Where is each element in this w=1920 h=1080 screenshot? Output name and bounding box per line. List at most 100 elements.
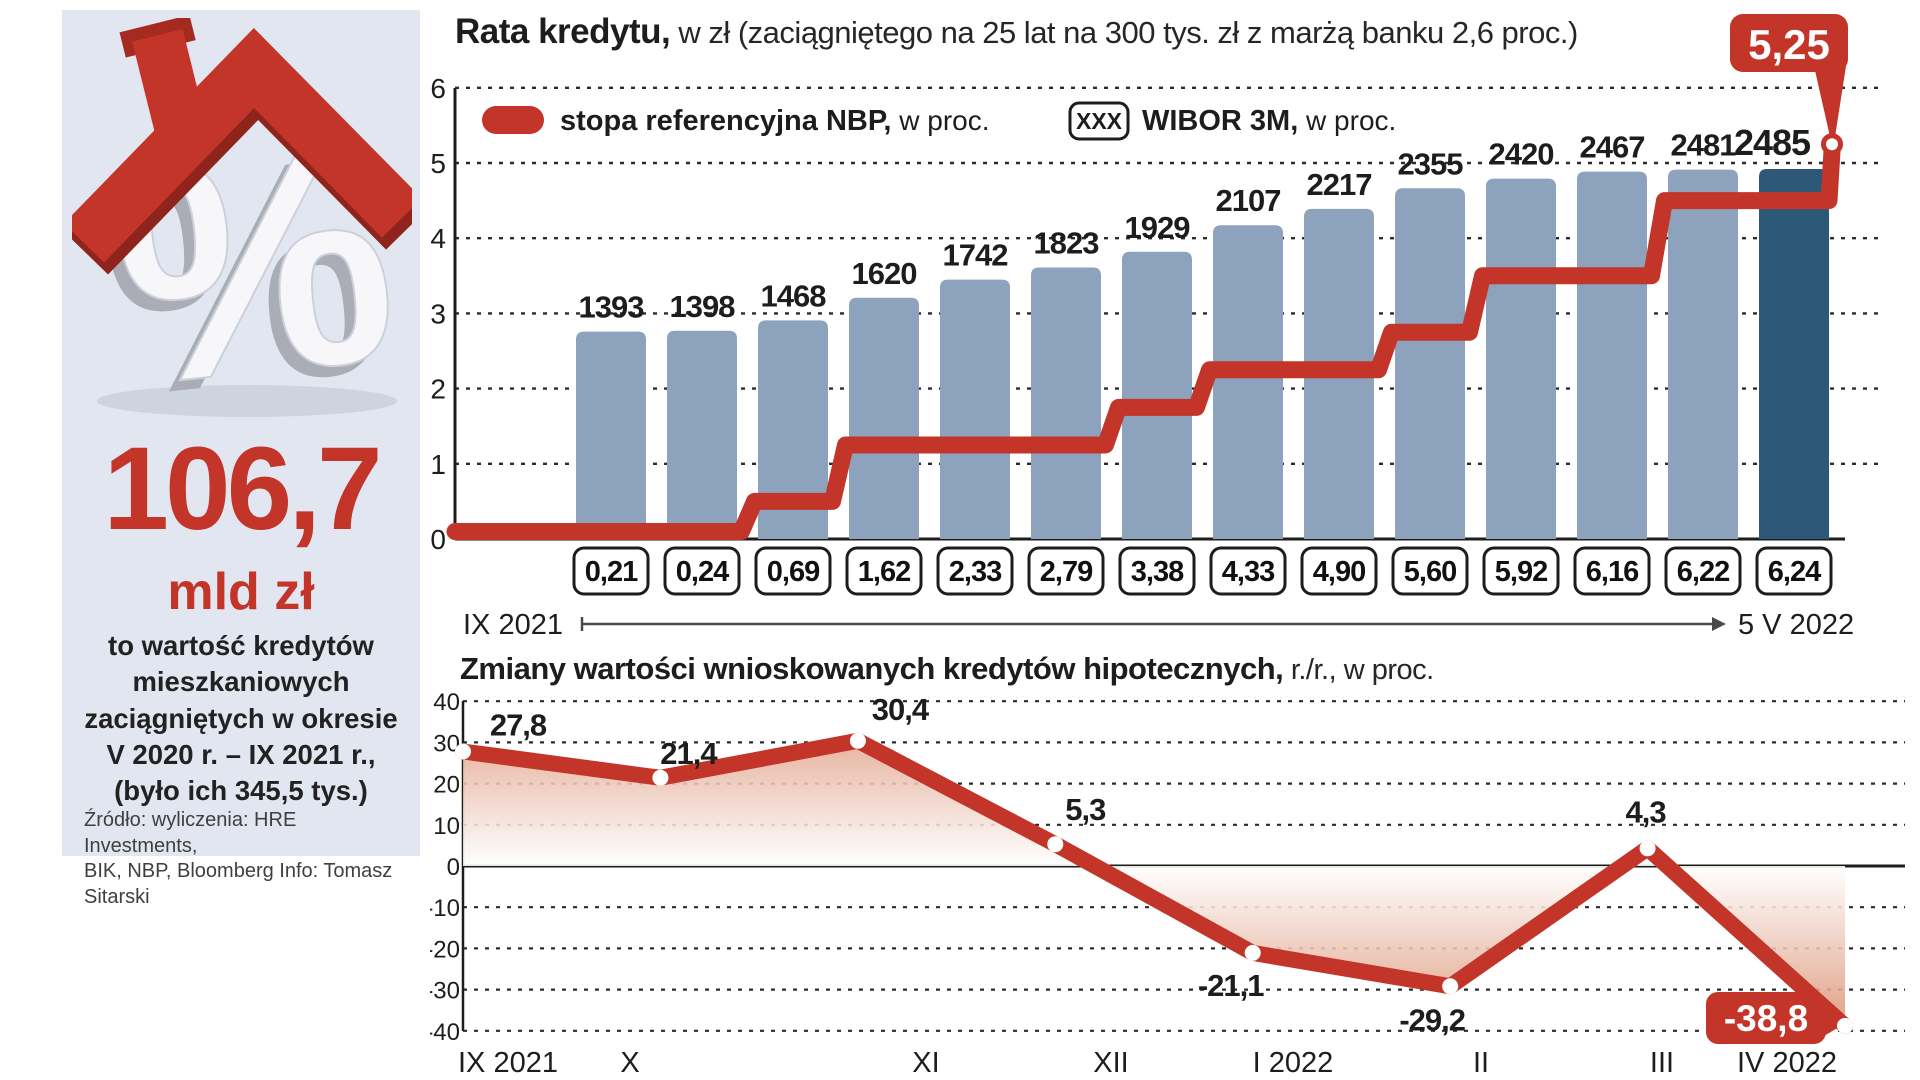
bar-value-label: 1620 xyxy=(852,256,917,291)
bar-value-label: 2107 xyxy=(1216,183,1281,218)
wibor-box-label: 3,38 xyxy=(1131,556,1184,588)
range-arrow-head-icon xyxy=(1712,617,1726,631)
bar-value-label: 1468 xyxy=(761,278,827,313)
y-tick-label: 6 xyxy=(430,73,446,104)
top-chart-title: Rata kredytu, w zł (zaciągniętego na 25 … xyxy=(455,12,1855,52)
point-value-label: 21,4 xyxy=(660,736,718,771)
legend-wibor-label-bold: WIBOR 3M, xyxy=(1142,105,1298,137)
point-marker xyxy=(1047,836,1064,853)
nbp-step-line xyxy=(446,142,1841,540)
point-value-label: 5,3 xyxy=(1065,792,1106,827)
wibor-box xyxy=(1573,546,1651,596)
rate-badge xyxy=(1730,14,1848,72)
x-axis-label: XI xyxy=(912,1047,939,1079)
wibor-box xyxy=(1209,546,1287,596)
y-tick-label: -10 xyxy=(430,895,460,922)
wibor-box-label: 6,24 xyxy=(1768,556,1821,588)
bar xyxy=(1122,251,1192,540)
legend-wibor-tag-label: XXX xyxy=(1076,108,1123,134)
wibor-box-label: 2,33 xyxy=(949,556,1002,588)
bottom-chart-title-rest: r./r., w proc. xyxy=(1283,654,1434,686)
house-percent-illustration: % % xyxy=(72,18,412,428)
sidebar-description: to wartość kredytów mieszkaniowych zacią… xyxy=(84,630,398,807)
bar-value-label: 1398 xyxy=(670,289,736,324)
bar-value-label: 2485 xyxy=(1734,122,1811,163)
bar-value-label: 1742 xyxy=(943,238,1008,273)
trend-line xyxy=(455,732,1853,1034)
wibor-box xyxy=(663,546,741,596)
nbp-line-end-marker xyxy=(1821,133,1843,156)
legend-nbp-label-bold: stopa referencyjna NBP, xyxy=(560,105,892,137)
ground-shadow xyxy=(97,385,397,417)
bar xyxy=(849,297,919,539)
bar xyxy=(1577,171,1647,539)
point-value-label: -21,1 xyxy=(1198,968,1264,1003)
x-axis-end-label: 5 V 2022 xyxy=(1738,609,1854,641)
wibor-box xyxy=(1027,546,1105,596)
x-axis-label: X xyxy=(620,1047,639,1079)
bar xyxy=(1486,178,1556,539)
bar-value-label: 2467 xyxy=(1580,130,1645,165)
y-tick-label: 10 xyxy=(433,813,460,840)
point-marker xyxy=(1244,944,1261,961)
top-chart: stopa referencyjna NBP, w proc. XXX WIBO… xyxy=(430,14,1885,641)
big-number-unit: mld zł xyxy=(167,563,315,621)
y-tick-label: 20 xyxy=(433,772,460,799)
drop-badge-label: -38,8 xyxy=(1724,998,1808,1039)
bar xyxy=(1213,225,1283,539)
point-value-label: 4,3 xyxy=(1626,794,1667,829)
area-fill xyxy=(463,740,1845,1026)
wibor-box-label: 6,22 xyxy=(1677,556,1729,588)
top-chart-title-rest: w zł (zaciągniętego na 25 lat na 300 tys… xyxy=(670,15,1578,50)
x-axis-label: I 2022 xyxy=(1253,1047,1334,1079)
legend: stopa referencyjna NBP, w proc. XXX WIBO… xyxy=(482,101,1396,141)
y-tick-label: 3 xyxy=(430,298,446,329)
x-axis-label: IV 2022 xyxy=(1737,1047,1837,1079)
rate-badge-group: 5,25 xyxy=(1730,14,1848,150)
bar-value-label: 2355 xyxy=(1398,146,1464,181)
bar xyxy=(667,330,737,539)
wibor-box-label: 0,69 xyxy=(767,556,820,588)
bar-value-label: 1823 xyxy=(1034,226,1100,261)
y-tick-label: -20 xyxy=(430,936,460,963)
bar xyxy=(576,331,646,539)
x-axis-start-label: IX 2021 xyxy=(463,609,563,641)
y-tick-label: 2 xyxy=(430,374,446,405)
legend-nbp-label-rest: w proc. xyxy=(892,105,990,136)
bar-value-label: 1929 xyxy=(1125,210,1191,245)
wibor-box-label: 0,24 xyxy=(676,556,729,588)
wibor-box xyxy=(1755,546,1833,596)
wibor-box-label: 5,92 xyxy=(1495,556,1547,588)
point-marker xyxy=(1837,1017,1853,1034)
roof-shape xyxy=(72,27,412,263)
wibor-box xyxy=(572,546,650,596)
wibor-box-label: 1,62 xyxy=(858,556,910,588)
bar xyxy=(1395,188,1465,540)
point-marker xyxy=(1639,840,1656,857)
legend-wibor-label: WIBOR 3M, w proc. xyxy=(1142,105,1396,137)
y-tick-label: 0 xyxy=(430,524,446,555)
bar xyxy=(1668,169,1738,539)
point-value-label: 30,4 xyxy=(872,692,930,727)
y-tick-label: 0 xyxy=(447,854,460,881)
point-marker xyxy=(849,732,866,749)
y-tick-label: 4 xyxy=(430,223,446,254)
top-chart-title-bold: Rata kredytu, xyxy=(455,12,671,51)
y-tick-label: 40 xyxy=(433,690,460,716)
bar-value-label: 2481 xyxy=(1671,128,1737,163)
point-marker xyxy=(455,743,471,760)
big-number: 106,7 xyxy=(103,423,382,555)
bar-value-label: 2420 xyxy=(1489,137,1554,172)
x-axis-label: II xyxy=(1473,1047,1489,1079)
wibor-box xyxy=(845,546,923,596)
bar xyxy=(758,320,828,539)
wibor-box xyxy=(1118,546,1196,596)
legend-wibor-tag-icon xyxy=(1068,101,1130,141)
legend-wibor-label-rest: w proc. xyxy=(1298,105,1396,136)
wibor-box xyxy=(1300,546,1378,596)
wibor-box xyxy=(936,546,1014,596)
y-tick-label: -40 xyxy=(430,1019,460,1046)
bar xyxy=(1031,267,1101,539)
